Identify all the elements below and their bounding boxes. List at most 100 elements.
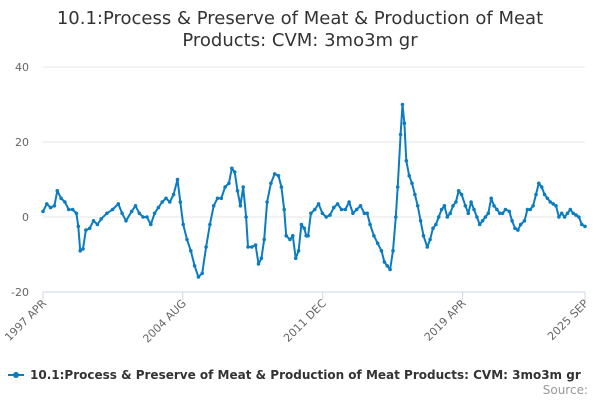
data-point[interactable] bbox=[545, 196, 550, 201]
data-point[interactable] bbox=[513, 226, 517, 231]
data-point[interactable] bbox=[284, 234, 289, 238]
data-point[interactable] bbox=[78, 249, 82, 253]
data-point[interactable] bbox=[63, 200, 67, 204]
data-point[interactable] bbox=[265, 200, 269, 204]
data-point[interactable] bbox=[531, 204, 535, 208]
legend[interactable]: 10.1:Process & Preserve of Meat & Produc… bbox=[8, 368, 581, 382]
data-point[interactable] bbox=[557, 215, 561, 219]
data-point[interactable] bbox=[483, 215, 488, 219]
data-point[interactable] bbox=[244, 215, 248, 219]
data-point[interactable] bbox=[413, 192, 417, 197]
data-point[interactable] bbox=[299, 222, 304, 227]
data-point[interactable] bbox=[105, 211, 109, 216]
data-point[interactable] bbox=[309, 211, 313, 216]
data-point[interactable] bbox=[382, 260, 387, 264]
data-point[interactable] bbox=[41, 209, 45, 214]
data-point[interactable] bbox=[459, 192, 464, 197]
data-point[interactable] bbox=[565, 211, 570, 216]
data-point[interactable] bbox=[99, 217, 103, 221]
data-point[interactable] bbox=[516, 228, 520, 232]
data-point[interactable] bbox=[324, 215, 329, 219]
data-point[interactable] bbox=[160, 200, 164, 204]
data-point[interactable] bbox=[571, 211, 575, 216]
data-point[interactable] bbox=[95, 222, 100, 227]
data-point[interactable] bbox=[539, 185, 544, 189]
data-point[interactable] bbox=[466, 211, 471, 216]
data-point[interactable] bbox=[379, 249, 384, 253]
data-point[interactable] bbox=[480, 219, 485, 223]
data-point[interactable] bbox=[498, 211, 502, 216]
data-point[interactable] bbox=[559, 211, 564, 216]
data-point[interactable] bbox=[388, 267, 392, 272]
data-point[interactable] bbox=[486, 211, 491, 216]
data-point[interactable] bbox=[451, 204, 455, 208]
data-point[interactable] bbox=[48, 205, 53, 210]
data-point[interactable] bbox=[70, 207, 75, 212]
data-point[interactable] bbox=[59, 196, 63, 201]
data-point[interactable] bbox=[181, 222, 185, 227]
data-point[interactable] bbox=[347, 200, 351, 204]
data-point[interactable] bbox=[477, 222, 482, 227]
data-point[interactable] bbox=[110, 207, 115, 212]
data-point[interactable] bbox=[272, 172, 277, 176]
data-point[interactable] bbox=[542, 192, 547, 197]
data-point[interactable] bbox=[442, 204, 447, 208]
data-point[interactable] bbox=[178, 200, 183, 204]
data-point[interactable] bbox=[133, 204, 138, 208]
data-point[interactable] bbox=[250, 245, 254, 249]
data-point[interactable] bbox=[510, 219, 514, 223]
data-point[interactable] bbox=[335, 202, 340, 206]
data-point[interactable] bbox=[211, 204, 216, 208]
data-point[interactable] bbox=[398, 132, 403, 137]
data-point[interactable] bbox=[152, 211, 157, 216]
data-point[interactable] bbox=[164, 196, 168, 201]
data-point[interactable] bbox=[368, 222, 372, 227]
data-point[interactable] bbox=[66, 207, 71, 212]
data-point[interactable] bbox=[120, 211, 124, 216]
data-point[interactable] bbox=[500, 211, 505, 216]
data-point[interactable] bbox=[175, 177, 180, 182]
data-point[interactable] bbox=[232, 170, 237, 174]
data-point[interactable] bbox=[394, 215, 398, 219]
series-line[interactable] bbox=[42, 103, 586, 278]
data-point[interactable] bbox=[204, 245, 208, 249]
data-point[interactable] bbox=[395, 185, 400, 189]
data-point[interactable] bbox=[358, 204, 363, 208]
data-point[interactable] bbox=[124, 219, 128, 223]
data-point[interactable] bbox=[463, 204, 468, 208]
data-point[interactable] bbox=[230, 166, 234, 171]
data-point[interactable] bbox=[391, 249, 395, 253]
data-point[interactable] bbox=[282, 207, 287, 212]
data-point[interactable] bbox=[316, 202, 321, 206]
data-point[interactable] bbox=[583, 224, 587, 229]
data-point[interactable] bbox=[192, 264, 197, 268]
data-point[interactable] bbox=[332, 205, 336, 210]
data-point[interactable] bbox=[551, 202, 555, 206]
data-point[interactable] bbox=[518, 222, 523, 227]
data-point[interactable] bbox=[241, 185, 245, 189]
data-point[interactable] bbox=[439, 207, 444, 212]
data-point[interactable] bbox=[503, 207, 508, 212]
data-point[interactable] bbox=[525, 207, 530, 212]
data-point[interactable] bbox=[288, 237, 292, 242]
data-point[interactable] bbox=[171, 192, 176, 197]
data-point[interactable] bbox=[293, 256, 298, 261]
data-point[interactable] bbox=[428, 237, 432, 242]
data-point[interactable] bbox=[168, 200, 172, 204]
data-point[interactable] bbox=[137, 211, 142, 216]
data-point[interactable] bbox=[577, 215, 581, 219]
data-point[interactable] bbox=[574, 213, 578, 217]
data-point[interactable] bbox=[262, 237, 267, 242]
data-point[interactable] bbox=[200, 271, 204, 276]
data-point[interactable] bbox=[259, 256, 264, 261]
data-point[interactable] bbox=[313, 207, 317, 212]
data-point[interactable] bbox=[425, 245, 430, 249]
data-point[interactable] bbox=[454, 200, 458, 204]
data-point[interactable] bbox=[580, 222, 584, 227]
data-point[interactable] bbox=[407, 174, 412, 178]
data-point[interactable] bbox=[189, 249, 193, 253]
data-point[interactable] bbox=[87, 226, 92, 231]
data-point[interactable] bbox=[436, 215, 441, 219]
data-point[interactable] bbox=[568, 207, 573, 212]
data-point[interactable] bbox=[256, 262, 261, 266]
